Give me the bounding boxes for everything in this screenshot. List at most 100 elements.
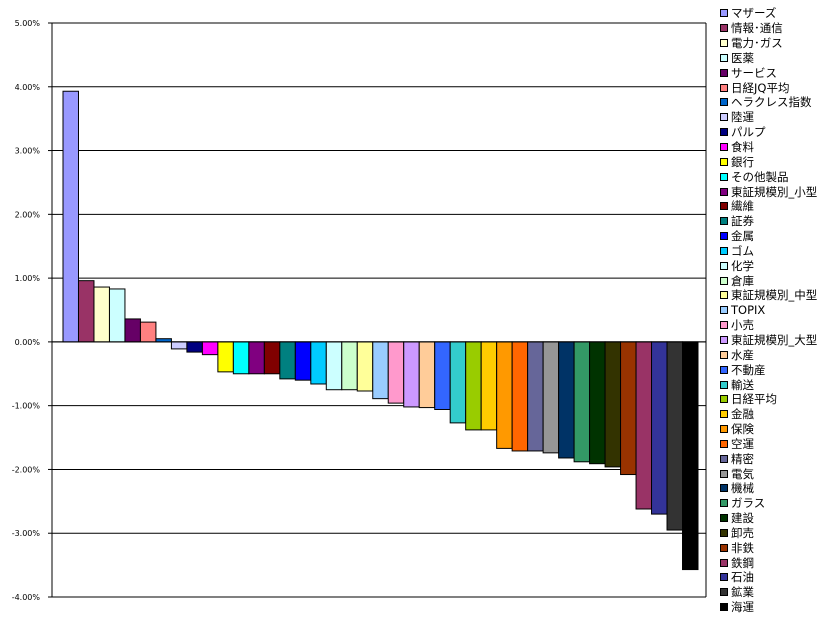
bar-4 [108,288,126,343]
legend-swatch [720,573,728,582]
legend-swatch [720,380,728,389]
legend-label: ヘラクレス指数 [731,95,812,110]
bar-13 [248,341,265,375]
legend-item: 医薬 [720,51,817,66]
legend-label: 食料 [731,140,754,155]
bar-34 [573,341,591,463]
legend-swatch [720,128,728,137]
bar-41 [682,341,699,571]
legend-label: 日経JQ平均 [731,80,790,95]
legend-item: 空運 [720,436,817,451]
y-tick-label: 0.00% [15,338,41,347]
legend-label: 倉庫 [731,273,754,288]
legend-swatch [720,528,728,537]
y-tick-label: -1.00% [12,402,41,411]
legend-item: 電力･ガス [720,36,817,51]
legend-item: 不動産 [720,362,817,377]
legend-item: 陸運 [720,110,817,125]
legend-label: 電気 [731,466,754,481]
y-tick-label: 2.00% [15,210,41,219]
legend-label: 証券 [731,214,754,229]
bar-24 [418,341,436,409]
legend-label: 東証規模別_大型 [731,332,818,347]
legend-swatch [720,603,728,612]
bar-40 [666,341,684,531]
legend-label: 卸売 [731,525,754,540]
bar-12 [232,341,250,375]
legend-swatch [720,113,728,122]
legend-swatch [720,410,728,419]
legend-swatch [720,439,728,448]
legend-label: 海運 [731,600,754,615]
y-tick-label: -4.00% [12,593,41,602]
legend-item: その他製品 [720,169,817,184]
bar-8 [170,341,188,350]
legend-item: 非鉄 [720,540,817,555]
legend-item: 保険 [720,422,817,437]
bar-37 [620,341,637,476]
legend-label: マザーズ [731,6,777,21]
legend-item: 東証規模別_中型 [720,288,817,303]
legend-swatch [720,454,728,463]
legend-swatch [720,202,728,211]
bar-20 [356,341,374,392]
legend-item: 繊維 [720,199,817,214]
legend-swatch [720,98,728,107]
y-tick-label: 4.00% [15,83,41,92]
legend-swatch [720,558,728,567]
legend-swatch [720,543,728,552]
legend-item: 輸送 [720,377,817,392]
legend-label: 情報･通信 [731,21,783,36]
legend-label: その他製品 [731,169,789,184]
y-tick-label: -3.00% [12,529,41,538]
legend-label: 医薬 [731,50,754,65]
bar-27 [465,341,482,431]
legend-label: ゴム [731,243,754,258]
bar-19 [341,341,358,391]
legend-item: 建設 [720,511,817,526]
legend-swatch [720,187,728,196]
legend-label: 機械 [731,481,754,496]
legend-item: 電気 [720,466,817,481]
legend-label: 東証規模別_中型 [731,288,818,303]
legend-swatch [720,172,728,181]
legend-item: 情報･通信 [720,21,817,36]
legend-item: 東証規模別_大型 [720,333,817,348]
bar-30 [511,341,529,452]
legend-item: 東証規模別_小型 [720,184,817,199]
legend-item: ヘラクレス指数 [720,95,817,110]
legend-item: ゴム [720,244,817,259]
legend-swatch [720,24,728,33]
legend-item: 金属 [720,229,817,244]
legend-label: ガラス [731,496,766,511]
legend-label: 東証規模別_小型 [731,184,818,199]
bar-32 [542,341,560,454]
legend-swatch [720,306,728,315]
legend-item: ガラス [720,496,817,511]
legend-label: 保険 [731,422,754,437]
legend-swatch [720,246,728,255]
legend-item: 鉱業 [720,585,817,600]
bar-16 [294,341,312,381]
legend-label: 精密 [731,451,754,466]
legend-item: 銀行 [720,154,817,169]
legend-label: 銀行 [731,154,754,169]
legend-swatch [720,68,728,77]
legend-swatch [720,395,728,404]
legend-item: 日経JQ平均 [720,80,817,95]
legend-item: サービス [720,65,817,80]
bar-23 [403,341,420,408]
bar-26 [449,341,467,424]
bar-17 [310,341,327,385]
legend: マザーズ 情報･通信 電力･ガス 医薬 サービス 日経JQ平均 ヘラクレス指数 陸運 パルプ 食料… [720,6,817,615]
bar-36 [604,341,622,468]
bar-18 [325,341,343,391]
y-tick-label: 5.00% [15,19,41,28]
legend-label: 陸運 [731,110,754,125]
legend-swatch [720,425,728,434]
legend-label: 石油 [731,570,754,585]
legend-item: TOPIX [720,303,817,318]
legend-label: 小売 [731,318,754,333]
legend-label: 鉄鋼 [731,555,754,570]
